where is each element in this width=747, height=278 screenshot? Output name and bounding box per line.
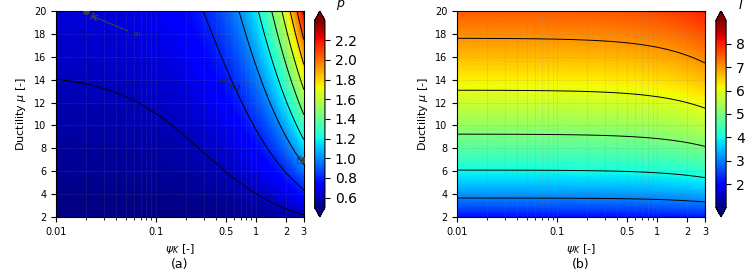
- PathPatch shape: [314, 11, 325, 21]
- PathPatch shape: [716, 207, 726, 217]
- Text: (a): (a): [171, 258, 189, 271]
- Y-axis label: $\bar{I}$: $\bar{I}$: [738, 0, 745, 13]
- Text: $\tilde{p}=1$: $\tilde{p}=1$: [217, 74, 244, 97]
- X-axis label: $\psi_K$ [-]: $\psi_K$ [-]: [566, 242, 596, 256]
- PathPatch shape: [716, 11, 726, 21]
- PathPatch shape: [314, 207, 325, 217]
- Text: B: B: [296, 156, 303, 166]
- Y-axis label: $\bar{p}$: $\bar{p}$: [335, 0, 345, 13]
- Text: $\infty$: $\infty$: [132, 28, 141, 38]
- X-axis label: $\psi_K$ [-]: $\psi_K$ [-]: [165, 242, 195, 256]
- Y-axis label: Ductility $\mu$ [-]: Ductility $\mu$ [-]: [415, 77, 430, 151]
- Text: A: A: [90, 12, 97, 22]
- Y-axis label: Ductility $\mu$ [-]: Ductility $\mu$ [-]: [14, 77, 28, 151]
- Text: (b): (b): [572, 258, 590, 271]
